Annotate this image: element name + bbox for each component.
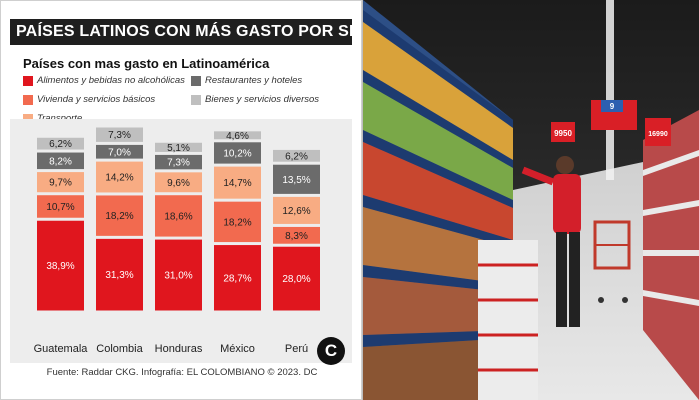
- bar-segment: [273, 149, 320, 162]
- legend-label: Bienes y servicios diversos: [205, 94, 320, 105]
- bar-segment: [96, 127, 143, 142]
- legend-label: Transporte: [37, 113, 82, 124]
- legend-item-transporte: Transporte: [23, 113, 82, 124]
- data-label: 8,2%: [49, 156, 72, 167]
- bar-segment: [273, 246, 320, 311]
- chart-legend: Alimentos y bebidas no alcohólicas Resta…: [23, 75, 353, 127]
- bar-segment: [37, 152, 84, 170]
- x-tick-label: Colombia: [96, 343, 143, 355]
- bar-segment: [37, 220, 84, 311]
- legend-item-vivienda: Vivienda y servicios básicos: [23, 94, 155, 105]
- legend-item-alimentos: Alimentos y bebidas no alcohólicas: [23, 75, 185, 86]
- supermarket-aisle-photo: 9950 9 16990: [363, 0, 699, 400]
- price-sign-16990: 16990: [648, 131, 668, 138]
- divider: [362, 0, 363, 400]
- legend-label: Restaurantes y hoteles: [205, 75, 303, 86]
- bar-segment: [155, 195, 202, 237]
- data-label: 9,6%: [167, 178, 190, 189]
- legend-swatch: [191, 94, 201, 105]
- bar-segment: [155, 142, 202, 152]
- legend-label: Vivienda y servicios básicos: [37, 94, 156, 105]
- bar-segment: [96, 144, 143, 159]
- legend-swatch: [23, 94, 33, 105]
- price-signs: 9950 9 16990: [551, 100, 671, 146]
- bar-segment: [96, 161, 143, 193]
- bar-segment: [214, 142, 261, 164]
- bar-segment: [155, 172, 202, 193]
- el-colombiano-logo: C: [317, 337, 345, 365]
- aisle-number-sign: 9: [610, 102, 615, 111]
- chart-svg: 38,9% 10,7% 9,7% 8,2% 6,2% Guatemala 31,3% 18,2…: [34, 127, 320, 355]
- stacked-sacks: [478, 240, 538, 400]
- right-shelves: [643, 110, 699, 400]
- infographic: PAÍSES LATINOS CON MÁS GASTO POR SECTOR …: [0, 0, 362, 400]
- data-label: 18,6%: [164, 211, 192, 222]
- data-label: 12,6%: [282, 206, 310, 217]
- x-tick-label: Honduras: [155, 343, 203, 355]
- source-credit: Fuente: Raddar CKG. Infografía: EL COLOM…: [46, 367, 318, 378]
- data-label: 7,0%: [108, 147, 131, 158]
- bar-segment: [155, 239, 202, 311]
- data-label: 10,2%: [223, 148, 251, 159]
- legend-label: Alimentos y bebidas no alcohólicas: [37, 75, 185, 86]
- bar-segment: [37, 137, 84, 150]
- legend-item-bienes: Bienes y servicios diversos: [191, 94, 319, 105]
- shopping-cart: [593, 220, 631, 303]
- data-label: 6,2%: [49, 139, 72, 150]
- data-label: 13,5%: [282, 175, 310, 186]
- x-tick-label: Guatemala: [34, 343, 89, 355]
- bar-segment: [214, 131, 261, 140]
- legend-item-restaurantes: Restaurantes y hoteles: [191, 75, 302, 86]
- bar-segment: [214, 245, 261, 311]
- bar-segment: [37, 172, 84, 193]
- data-label: 7,3%: [167, 158, 190, 169]
- data-label: 8,3%: [285, 231, 308, 242]
- bar-segment: [273, 226, 320, 244]
- x-tick-label: Perú: [285, 343, 308, 355]
- bar-segment: [273, 164, 320, 194]
- left-shelves: [363, 10, 513, 400]
- price-sign-9950: 9950: [554, 129, 572, 138]
- data-label: 7,3%: [108, 130, 131, 141]
- legend-swatch: [23, 113, 33, 124]
- data-label: 10,7%: [46, 202, 74, 213]
- chart-subtitle: Países con mas gasto en Latinoamérica: [23, 56, 270, 71]
- legend-swatch: [23, 75, 33, 86]
- bar-segment: [96, 238, 143, 311]
- bar-segment: [214, 166, 261, 199]
- photo-illustration: 9950 9 16990: [363, 0, 699, 400]
- bar-segment: [273, 196, 320, 224]
- legend-swatch: [191, 75, 201, 86]
- infographic-title: PAÍSES LATINOS CON MÁS GASTO POR SECTOR: [10, 19, 352, 45]
- data-label: 18,2%: [105, 211, 133, 222]
- data-label: 6,2%: [285, 151, 308, 162]
- data-label: 28,7%: [223, 273, 251, 284]
- data-label: 28,0%: [282, 274, 310, 285]
- data-label: 31,3%: [105, 270, 133, 281]
- shopper-person: [521, 156, 581, 327]
- x-tick-label: México: [220, 343, 255, 355]
- data-label: 14,2%: [105, 173, 133, 184]
- stacked-bar-chart: 38,9% 10,7% 9,7% 8,2% 6,2% Guatemala 31,3% 18,2…: [10, 119, 352, 363]
- data-label: 14,7%: [223, 178, 251, 189]
- data-label: 9,7%: [49, 178, 72, 189]
- bar-segment: [96, 195, 143, 236]
- data-label: 5,1%: [167, 143, 190, 154]
- bar-segment: [155, 154, 202, 170]
- data-label: 18,2%: [223, 217, 251, 228]
- bar-segment: [37, 195, 84, 218]
- data-label: 4,6%: [226, 131, 249, 142]
- data-label: 31,0%: [164, 271, 192, 282]
- data-label: 38,9%: [46, 261, 74, 272]
- bar-segment: [214, 201, 261, 243]
